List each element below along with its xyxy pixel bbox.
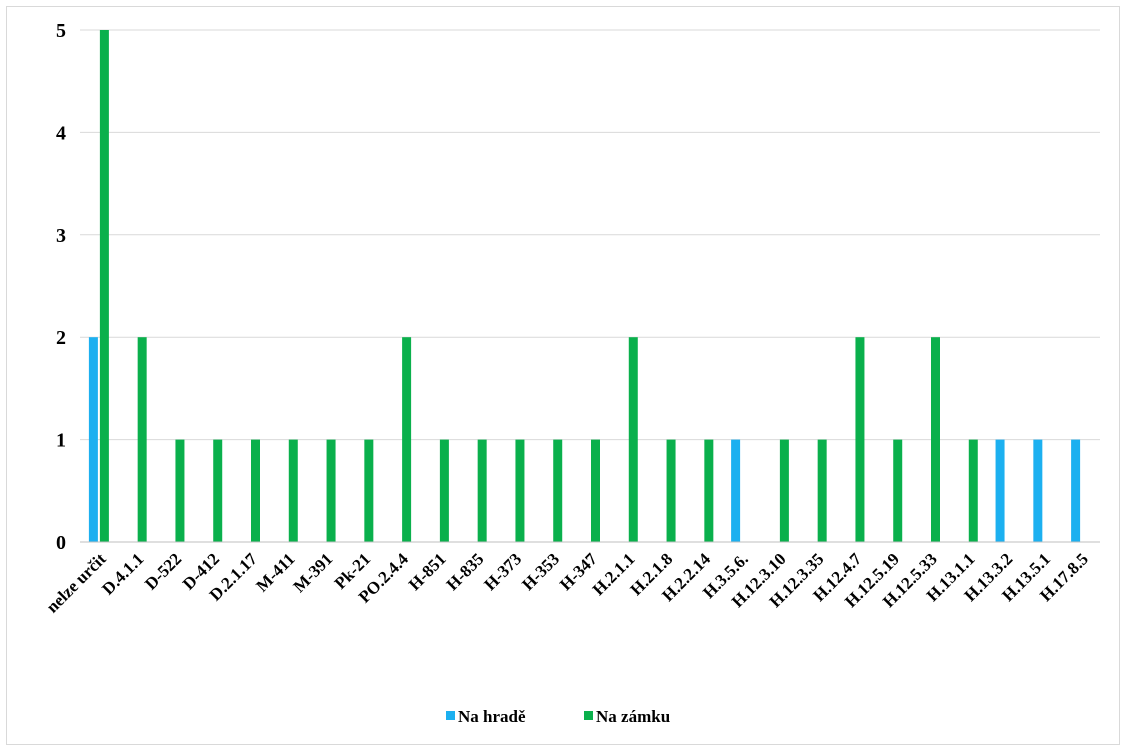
bar-na-zamku-0 <box>99 30 109 542</box>
y-tick-label: 4 <box>56 122 66 144</box>
x-tick-label: M-411 <box>252 549 298 595</box>
legend-label-na-hrade: Na hradě <box>458 707 526 726</box>
bar-na-zamku-22 <box>931 337 940 542</box>
bar-na-zamku-15 <box>666 439 676 542</box>
bar-na-zamku-6 <box>326 439 336 542</box>
bar-na-hrade-26 <box>1071 439 1081 542</box>
bar-na-zamku-16 <box>704 439 714 542</box>
x-tick-label: H-353 <box>518 549 563 594</box>
x-axis-tick-labels: nelze určitD.4.1.1D-522D-412D.2.1.17M-41… <box>43 549 1092 617</box>
bar-na-zamku-14 <box>628 337 638 542</box>
legend-swatch-na-zamku <box>584 711 593 720</box>
x-tick-label: D-522 <box>141 549 185 593</box>
y-tick-label: 0 <box>56 532 66 554</box>
bar-na-zamku-3 <box>213 439 223 542</box>
bar-na-zamku-21 <box>893 439 903 542</box>
legend-swatch-na-hrade <box>446 711 455 720</box>
gridlines <box>80 29 1100 441</box>
bar-na-zamku-5 <box>288 439 298 542</box>
bar-na-zamku-8 <box>402 337 412 542</box>
bar-na-hrade-0 <box>88 337 98 542</box>
legend-label-na-zamku: Na zámku <box>596 707 670 726</box>
legend: Na hradě Na zámku <box>446 707 670 726</box>
y-tick-label: 5 <box>56 20 66 42</box>
bar-na-zamku-13 <box>591 439 600 542</box>
y-axis-tick-labels: 0 1 2 3 4 5 <box>56 20 66 554</box>
bar-na-zamku-4 <box>251 439 260 542</box>
y-tick-label: 3 <box>56 225 66 247</box>
y-tick-label: 1 <box>56 430 66 452</box>
y-tick-label: 2 <box>56 327 66 349</box>
bars <box>88 30 1081 542</box>
x-tick-label: M-391 <box>290 549 337 596</box>
bar-na-zamku-10 <box>477 439 487 542</box>
bar-na-zamku-23 <box>968 439 978 542</box>
bar-na-hrade-25 <box>1033 439 1043 542</box>
bar-na-zamku-20 <box>855 337 865 542</box>
x-tick-label: D.4.1.1 <box>98 549 147 598</box>
x-tick-label: H-373 <box>480 549 525 594</box>
bar-na-zamku-12 <box>553 439 563 542</box>
bar-na-zamku-9 <box>439 439 449 542</box>
bar-na-zamku-2 <box>175 439 185 542</box>
bar-na-zamku-1 <box>137 337 147 542</box>
bar-na-zamku-7 <box>364 439 374 542</box>
x-tick-label: H-851 <box>405 549 450 594</box>
bar-na-hrade-17 <box>731 439 741 542</box>
bar-na-hrade-24 <box>995 439 1005 542</box>
bar-na-zamku-11 <box>515 439 525 542</box>
x-tick-label: H-835 <box>443 549 488 594</box>
bar-na-zamku-19 <box>817 439 827 542</box>
bar-na-zamku-18 <box>779 439 789 542</box>
